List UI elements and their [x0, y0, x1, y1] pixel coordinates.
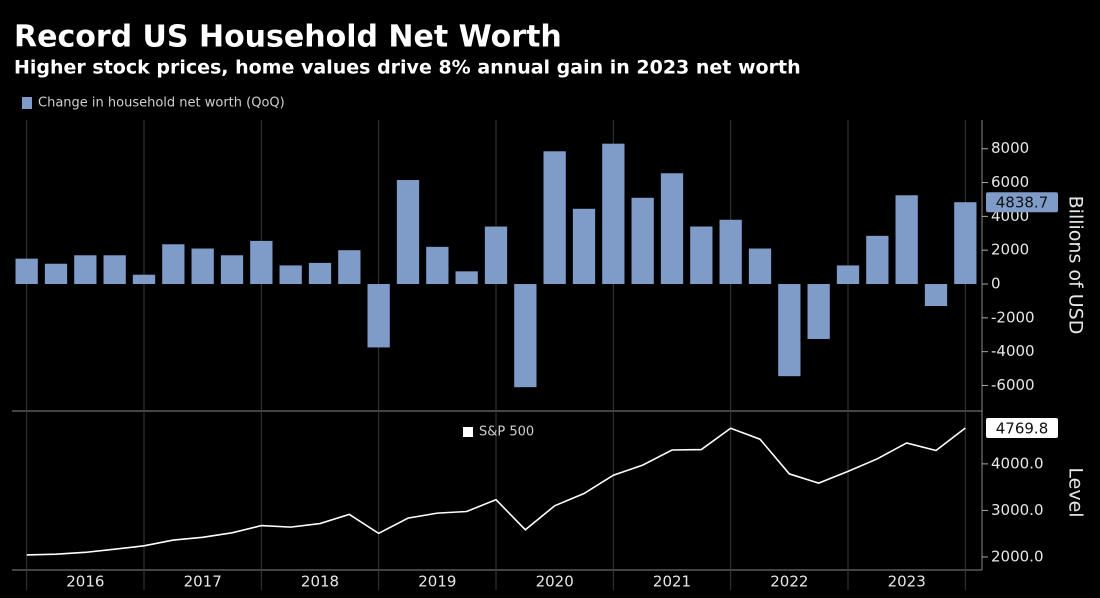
bar [866, 235, 889, 285]
bar [572, 208, 596, 285]
bar [660, 173, 684, 285]
x-tick-label: 2019 [418, 573, 456, 591]
bar [338, 250, 361, 285]
x-tick-label: 2023 [888, 573, 926, 591]
y-tick-label: -4000 [991, 342, 1035, 360]
chart-subtitle: Higher stock prices, home values drive 8… [14, 57, 801, 79]
x-tick-label: 2016 [66, 573, 104, 591]
x-tick-label: 2017 [184, 573, 222, 591]
bar [748, 248, 772, 285]
bar [484, 226, 508, 285]
bar [250, 240, 273, 285]
bar [954, 202, 977, 285]
bar [514, 284, 537, 388]
last-value-badge [986, 418, 1058, 439]
bar [396, 180, 420, 285]
bar [543, 151, 566, 285]
y-tick-label: 2000.0 [991, 547, 1044, 565]
bar [836, 265, 860, 285]
bar [103, 255, 126, 285]
bar [44, 263, 68, 285]
y-axis-title: Billions of USD [1065, 196, 1087, 335]
y-tick-label: 0 [991, 275, 1001, 293]
bar [719, 219, 742, 285]
bar [220, 255, 244, 285]
last-value-label: 4769.8 [996, 420, 1049, 438]
bar [308, 262, 332, 285]
bar [924, 284, 948, 307]
x-tick-label: 2022 [770, 573, 808, 591]
bar [602, 143, 625, 285]
x-tick-label: 2018 [301, 573, 339, 591]
y-tick-label: -2000 [991, 308, 1035, 326]
legend-label: S&P 500 [479, 425, 534, 440]
y-tick-label: 8000 [991, 139, 1029, 157]
x-tick-label: 2020 [536, 573, 574, 591]
bar [631, 197, 654, 285]
legend-label: Change in household net worth (QoQ) [38, 96, 285, 111]
bar [778, 284, 801, 377]
bar [162, 244, 185, 285]
bar [807, 284, 830, 339]
y-tick-label: 6000 [991, 173, 1029, 191]
legend-swatch [22, 97, 32, 109]
legend-swatch [463, 427, 473, 437]
last-value-label: 4838.7 [996, 194, 1049, 212]
y-axis-title: Level [1065, 467, 1087, 517]
bar [426, 246, 449, 285]
bar [132, 274, 156, 285]
bar [895, 195, 918, 285]
chart-title: Record US Household Net Worth [14, 20, 562, 55]
bar [367, 284, 390, 348]
y-tick-label: 2000 [991, 241, 1029, 259]
bar [455, 271, 478, 285]
last-value-badge [986, 192, 1058, 213]
bar [15, 258, 38, 285]
bar [279, 265, 302, 285]
y-tick-label: 4000.0 [991, 454, 1044, 472]
bar [191, 248, 214, 285]
line [26, 427, 966, 556]
bar [690, 226, 713, 285]
x-tick-label: 2021 [653, 573, 691, 591]
y-tick-label: 3000.0 [991, 501, 1044, 519]
y-tick-label: -6000 [991, 376, 1035, 394]
bar [74, 255, 97, 285]
